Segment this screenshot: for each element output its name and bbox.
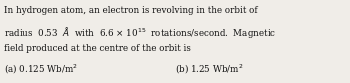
Text: In hydrogen atom, an electron is revolving in the orbit of: In hydrogen atom, an electron is revolvi… xyxy=(4,6,258,15)
Text: field produced at the centre of the orbit is: field produced at the centre of the orbi… xyxy=(4,44,191,53)
Text: (b) 1.25 Wb/m$^2$: (b) 1.25 Wb/m$^2$ xyxy=(175,63,244,76)
Text: (a) 0.125 Wb/m$^2$: (a) 0.125 Wb/m$^2$ xyxy=(4,63,78,76)
Text: (d) 125 Wb/m$^2$: (d) 125 Wb/m$^2$ xyxy=(175,81,241,83)
Text: (c) 12.5 Wb/m$^2$: (c) 12.5 Wb/m$^2$ xyxy=(4,81,72,83)
Text: radius  0.53  $\AA$  with  6.6 $\times$ 10$^{15}$  rotations/second.  Magnetic: radius 0.53 $\AA$ with 6.6 $\times$ 10$^… xyxy=(4,25,276,40)
